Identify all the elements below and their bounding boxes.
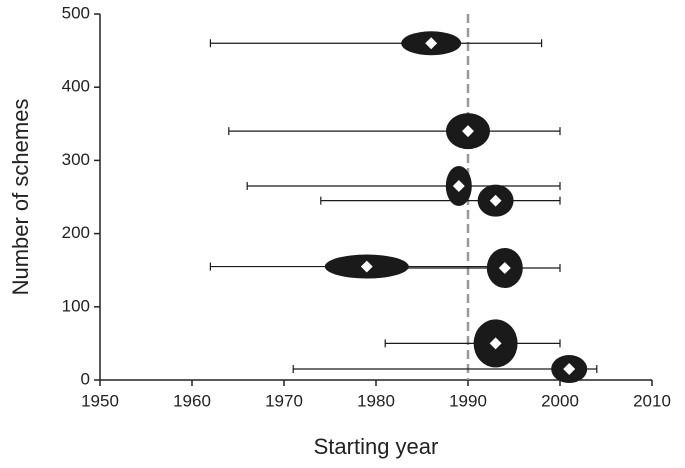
y-tick-label: 400 bbox=[62, 77, 90, 96]
point bbox=[423, 35, 440, 52]
y-tick-label: 300 bbox=[62, 150, 90, 169]
x-tick-label: 2000 bbox=[541, 391, 579, 410]
point bbox=[487, 335, 504, 352]
point bbox=[459, 123, 477, 140]
y-axis-title: Number of schemes bbox=[8, 99, 33, 296]
x-tick-label: 2010 bbox=[633, 391, 671, 410]
x-tick-label: 1960 bbox=[173, 391, 211, 410]
x-tick-label: 1970 bbox=[265, 391, 303, 410]
y-tick-label: 100 bbox=[62, 296, 90, 315]
point bbox=[561, 360, 578, 378]
y-tick-label: 200 bbox=[62, 223, 90, 242]
x-tick-label: 1990 bbox=[449, 391, 487, 410]
y-tick-label: 0 bbox=[81, 369, 90, 388]
point bbox=[450, 177, 467, 195]
point bbox=[358, 258, 375, 275]
x-axis-title: Starting year bbox=[314, 434, 439, 459]
y-tick-label: 500 bbox=[62, 3, 90, 22]
x-tick-label: 1980 bbox=[357, 391, 395, 410]
point bbox=[487, 192, 504, 209]
x-tick-label: 1950 bbox=[81, 391, 119, 410]
point bbox=[496, 259, 513, 277]
